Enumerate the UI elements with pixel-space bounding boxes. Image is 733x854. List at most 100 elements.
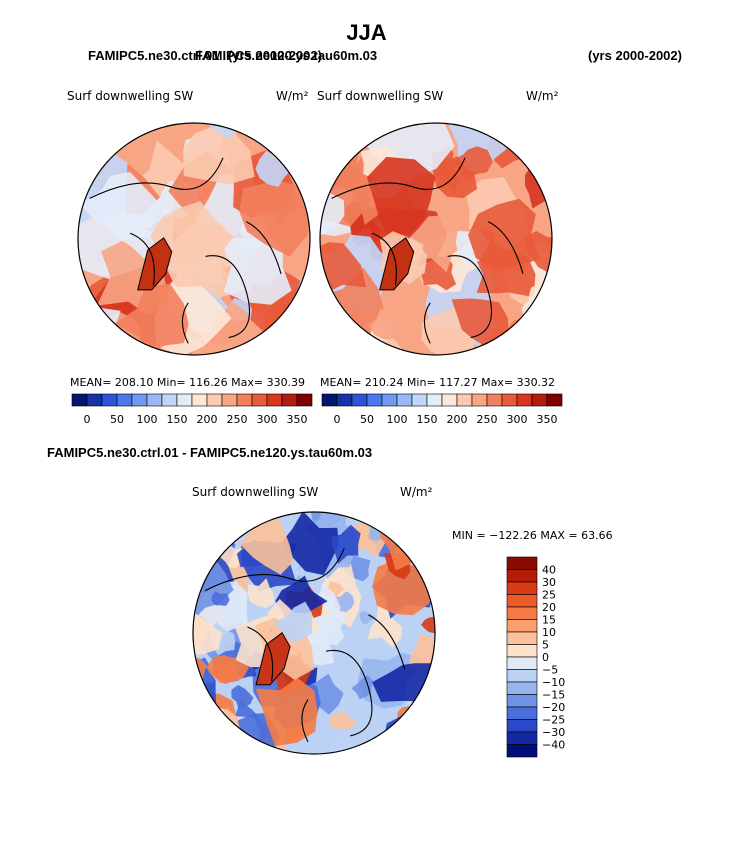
colorbar-tick-label: −5 — [542, 664, 558, 677]
colorbar-box — [506, 706, 538, 720]
field-contour-patch — [451, 298, 509, 348]
colorbar-tick-label: 0 — [542, 651, 549, 664]
field-contour-patch — [273, 601, 313, 643]
field-contour-patch — [417, 516, 435, 546]
colorbar-box — [506, 719, 538, 733]
colorbar-box — [506, 569, 538, 583]
colorbar-box — [366, 393, 383, 407]
colorbar-tick-label: 150 — [417, 413, 438, 426]
colorbar-box — [506, 669, 538, 683]
field-contour-patch — [421, 616, 435, 634]
field-contour-patch — [374, 512, 404, 528]
colorbar-box — [176, 393, 193, 407]
colorbar-box — [396, 393, 413, 407]
field-contour-patch — [421, 306, 475, 355]
panel2-units-label: W/m² — [526, 89, 559, 103]
panel3-variable-label: Surf downwelling SW — [192, 485, 319, 499]
left-case-years: (yrs 2000-2002) — [228, 48, 322, 63]
colorbar-box — [441, 393, 458, 407]
colorbar-box — [71, 393, 88, 407]
coastline — [205, 255, 250, 339]
colorbar-box — [321, 393, 338, 407]
colorbar-box — [251, 393, 268, 407]
colorbar-ne30: 0 50 100 150 200 250 300 350 — [71, 393, 313, 426]
coastline — [423, 302, 431, 344]
colorbar-box — [221, 393, 238, 407]
colorbar-box — [86, 393, 103, 407]
field-contour-patch — [193, 708, 243, 754]
colorbar-box — [546, 393, 563, 407]
colorbar-box — [506, 681, 538, 695]
panel3-units-label: W/m² — [400, 485, 433, 499]
colorbar-box — [236, 393, 253, 407]
coastline — [89, 157, 224, 199]
map-panel-difference — [192, 511, 436, 755]
field-contour-patch — [78, 303, 121, 355]
field-contour-patch — [240, 519, 294, 575]
colorbar-box — [351, 393, 368, 407]
colorbar-tick-label: 350 — [287, 413, 308, 426]
colorbar-tick-label: 200 — [197, 413, 218, 426]
colorbar-tick-label: −15 — [542, 689, 565, 702]
field-contour-patch — [255, 150, 293, 187]
field-contour-patch — [378, 738, 393, 754]
colorbar-tick-label: 100 — [137, 413, 158, 426]
coastline — [247, 626, 274, 682]
colorbar-tick-label: 200 — [447, 413, 468, 426]
field-contour-patch — [367, 605, 402, 648]
colorbar-box — [381, 393, 398, 407]
greenland-landmass — [137, 237, 173, 291]
field-contour-patch — [150, 201, 234, 265]
colorbar-tick-label: 0 — [334, 413, 341, 426]
colorbar-tick-label: 350 — [537, 413, 558, 426]
field-contour-patch — [322, 323, 346, 354]
field-contour-patch — [193, 699, 216, 732]
colorbar-tick-label: −10 — [542, 676, 565, 689]
field-contour-patch — [200, 539, 219, 557]
colorbar-tick-label: 25 — [542, 589, 556, 602]
field-contour-patch — [351, 675, 374, 700]
difference-title: FAMIPC5.ne30.ctrl.01 - FAMIPC5.ne120.ys.… — [47, 445, 373, 460]
colorbar-box — [516, 393, 533, 407]
field-contour-patch — [279, 512, 339, 576]
field-contour-patch — [524, 231, 552, 274]
colorbar-tick-label: 150 — [167, 413, 188, 426]
coastline — [181, 302, 189, 344]
panel2-stats: MEAN= 210.24 Min= 117.27 Max= 330.32 — [320, 376, 556, 389]
coastline — [245, 221, 282, 274]
field-contour-patch — [255, 677, 318, 747]
panel1-units-label: W/m² — [276, 89, 309, 103]
field-contour-patch — [390, 725, 417, 754]
colorbar-tick-label: 10 — [542, 626, 556, 639]
colorbar-tick-label: 30 — [542, 576, 556, 589]
colorbar-tick-label: 250 — [227, 413, 248, 426]
left-case-name: FAMIPC5.ne30.ctrl.01 — [88, 48, 220, 63]
field-contour-patch — [183, 123, 255, 185]
colorbar-box — [506, 656, 538, 670]
colorbar-box — [506, 744, 538, 758]
colorbar-box — [506, 619, 538, 633]
colorbar-tick-label: 50 — [360, 413, 374, 426]
field-contour-patch — [225, 742, 240, 754]
colorbar-box — [161, 393, 178, 407]
colorbar-box — [101, 393, 118, 407]
colorbar-box — [146, 393, 163, 407]
colorbar-tick-label: 15 — [542, 614, 556, 627]
field-contour-patch — [114, 283, 189, 355]
coastline — [331, 157, 466, 199]
panel2-variable-label: Surf downwelling SW — [317, 89, 444, 103]
coastline — [368, 614, 406, 670]
coastline — [325, 649, 373, 737]
coastline — [301, 699, 309, 743]
coastline — [371, 232, 397, 286]
colorbar-tick-label: −20 — [542, 701, 565, 714]
coastline — [129, 232, 155, 286]
field-contour-patch — [211, 591, 230, 606]
field-contour-patch — [209, 731, 243, 754]
colorbar-box — [506, 631, 538, 645]
panel1-stats: MEAN= 208.10 Min= 116.26 Max= 330.39 — [70, 376, 306, 389]
colorbar-tick-label: −30 — [542, 726, 565, 739]
field-contour-patch — [79, 172, 161, 231]
colorbar-tick-label: 5 — [542, 639, 549, 652]
